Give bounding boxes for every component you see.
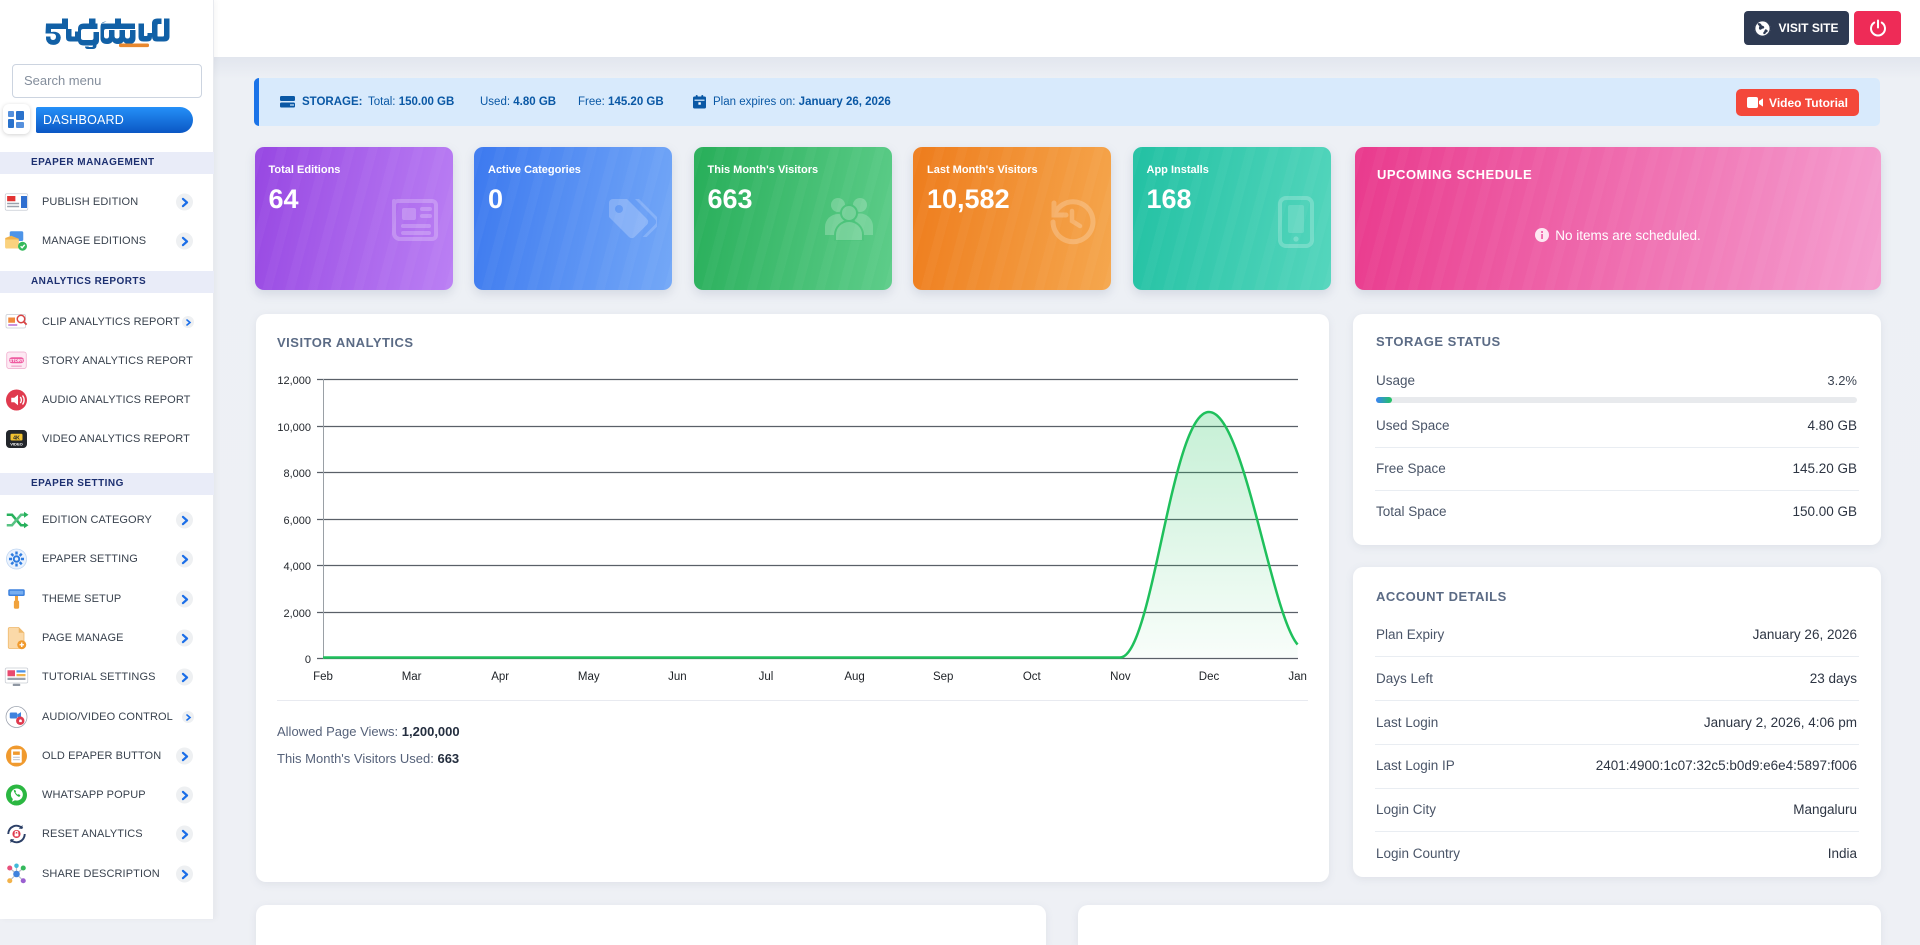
- svg-text:0: 0: [305, 654, 311, 666]
- svg-text:VIDEO: VIDEO: [10, 441, 23, 446]
- svg-text:Apr: Apr: [491, 671, 509, 683]
- svg-text:Sep: Sep: [933, 671, 953, 683]
- svg-text:Jan: Jan: [1288, 671, 1307, 683]
- svg-text:2,000: 2,000: [283, 608, 311, 620]
- svg-text:12,000: 12,000: [277, 375, 311, 387]
- svg-text:Oct: Oct: [1023, 671, 1042, 683]
- svg-text:Jul: Jul: [759, 671, 774, 683]
- svg-text:Aug: Aug: [844, 671, 864, 683]
- svg-text:4K: 4K: [13, 435, 20, 441]
- svg-text:Feb: Feb: [313, 671, 333, 683]
- svg-text:Mar: Mar: [402, 671, 422, 683]
- svg-text:Jun: Jun: [668, 671, 687, 683]
- svg-text:May: May: [578, 671, 600, 683]
- svg-text:Dec: Dec: [1199, 671, 1220, 683]
- svg-text:STORY: STORY: [9, 358, 23, 363]
- svg-text:10,000: 10,000: [277, 422, 311, 434]
- svg-text:6,000: 6,000: [283, 515, 311, 527]
- svg-text:8,000: 8,000: [283, 468, 311, 480]
- svg-text:4,000: 4,000: [283, 561, 311, 573]
- svg-text:Nov: Nov: [1110, 671, 1131, 683]
